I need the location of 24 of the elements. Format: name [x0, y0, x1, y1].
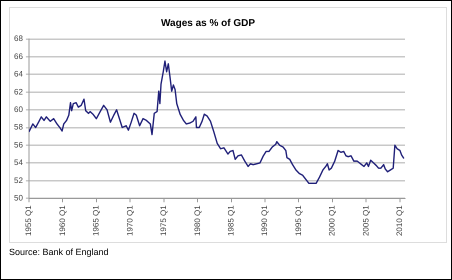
x-tick-label: 2010 Q1 — [395, 204, 404, 236]
y-tick-label: 56 — [14, 140, 24, 150]
x-tick-label: 1990 Q1 — [260, 204, 270, 236]
x-tick-label: 1955 Q1 — [24, 204, 34, 236]
y-tick-label: 62 — [14, 87, 24, 96]
y-tick-label: 64 — [14, 70, 24, 79]
x-tick-label: 1985 Q1 — [226, 204, 236, 236]
chart-title: Wages as % of GDP — [160, 18, 256, 29]
source-note: Source: Bank of England — [9, 247, 109, 257]
x-tick-label: 1970 Q1 — [125, 204, 134, 236]
y-tick-label: 68 — [14, 34, 24, 44]
x-tick-label: 2005 Q1 — [361, 204, 370, 236]
x-tick-label: 2000 Q1 — [328, 204, 337, 236]
x-tick-label: 1965 Q1 — [92, 204, 101, 236]
y-tick-label: 50 — [14, 194, 24, 203]
y-tick-label: 60 — [14, 105, 24, 114]
y-tick-label: 58 — [14, 122, 24, 132]
x-tick-label: 1995 Q1 — [294, 204, 303, 236]
y-tick-label: 52 — [14, 176, 24, 185]
x-tick-label: 1960 Q1 — [58, 204, 67, 236]
y-tick-label: 54 — [14, 158, 24, 168]
x-tick-label: 1980 Q1 — [192, 204, 202, 236]
x-tick-label: 1975 Q1 — [159, 204, 168, 236]
y-tick-label: 66 — [14, 52, 24, 61]
